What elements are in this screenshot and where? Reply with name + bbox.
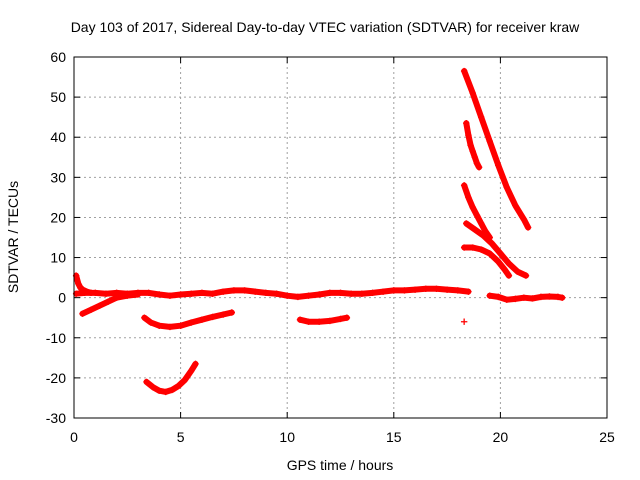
chart-title: Day 103 of 2017, Sidereal Day-to-day VTE… — [71, 19, 580, 35]
y-tick-label: 40 — [50, 129, 66, 145]
series-layer — [73, 68, 565, 395]
chart: Day 103 of 2017, Sidereal Day-to-day VTE… — [0, 0, 640, 480]
x-tick-label: 15 — [386, 429, 402, 445]
series-arc-minus5 — [141, 309, 235, 330]
x-tick-label: 20 — [493, 429, 509, 445]
x-tick-label: 0 — [70, 429, 78, 445]
series-arc-minus6 — [297, 315, 350, 325]
series-arc-late-zero — [487, 292, 566, 302]
y-tick-label: 50 — [50, 89, 66, 105]
x-tick-label: 10 — [279, 429, 295, 445]
grid — [74, 57, 607, 418]
y-tick-label: 20 — [50, 209, 66, 225]
x-tick-label: 5 — [177, 429, 185, 445]
y-axis: -30 -20 -10 0 10 20 30 40 50 60 — [46, 49, 607, 426]
y-tick-label: 0 — [58, 290, 66, 306]
x-axis-label: GPS time / hours — [287, 457, 394, 473]
series-line — [144, 313, 231, 327]
x-tick-label: 25 — [599, 429, 615, 445]
y-axis-label: SDTVAR / TECUs — [5, 181, 21, 293]
y-tick-label: -10 — [46, 330, 66, 346]
series-isolated-point — [461, 319, 467, 325]
plot-frame — [74, 57, 607, 418]
y-tick-label: 30 — [50, 169, 66, 185]
y-tick-label: -30 — [46, 410, 66, 426]
y-tick-label: -20 — [46, 370, 66, 386]
series-arc-steep-43 — [463, 120, 482, 171]
y-tick-label: 60 — [50, 49, 66, 65]
y-tick-label: 10 — [50, 250, 66, 266]
data-point — [461, 319, 467, 325]
